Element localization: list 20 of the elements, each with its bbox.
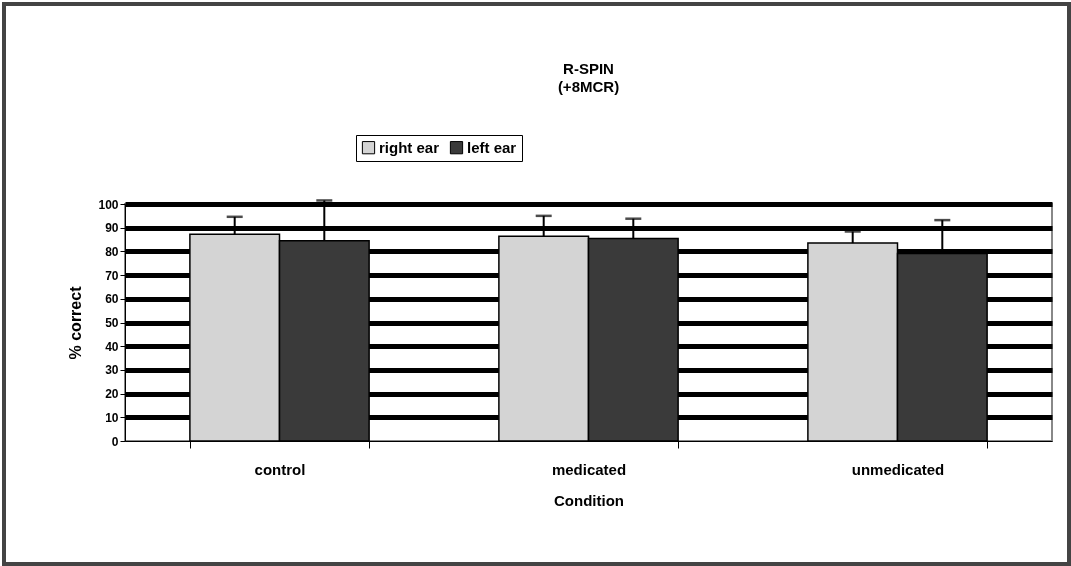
y-axis-title: % correct xyxy=(67,285,85,360)
y-tick-label: 0 xyxy=(111,434,119,449)
x-axis-title: Condition xyxy=(554,491,624,509)
legend-label: left ear xyxy=(467,138,517,156)
y-tick-label: 30 xyxy=(105,363,119,378)
y-tick-label: 70 xyxy=(105,268,119,283)
legend-label: right ear xyxy=(379,138,440,156)
y-tick-label: 40 xyxy=(105,339,119,354)
x-tick-label: control xyxy=(254,460,306,478)
x-tick-label: unmedicated xyxy=(851,460,945,478)
y-tick-label: 50 xyxy=(105,316,119,330)
y-tick-label: 80 xyxy=(105,244,119,259)
x-tick-label: medicated xyxy=(551,460,627,478)
chart-subtitle: (+8MCR) xyxy=(557,77,620,95)
y-tick-label: 10 xyxy=(105,410,119,425)
y-tick-label: 20 xyxy=(105,387,119,402)
y-tick-label: 60 xyxy=(105,292,119,307)
y-tick-label: 100 xyxy=(98,197,119,212)
chart-title: R-SPIN xyxy=(563,59,614,77)
y-tick-label: 90 xyxy=(105,221,119,236)
